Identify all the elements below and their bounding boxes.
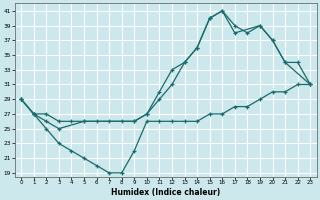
X-axis label: Humidex (Indice chaleur): Humidex (Indice chaleur) — [111, 188, 220, 197]
